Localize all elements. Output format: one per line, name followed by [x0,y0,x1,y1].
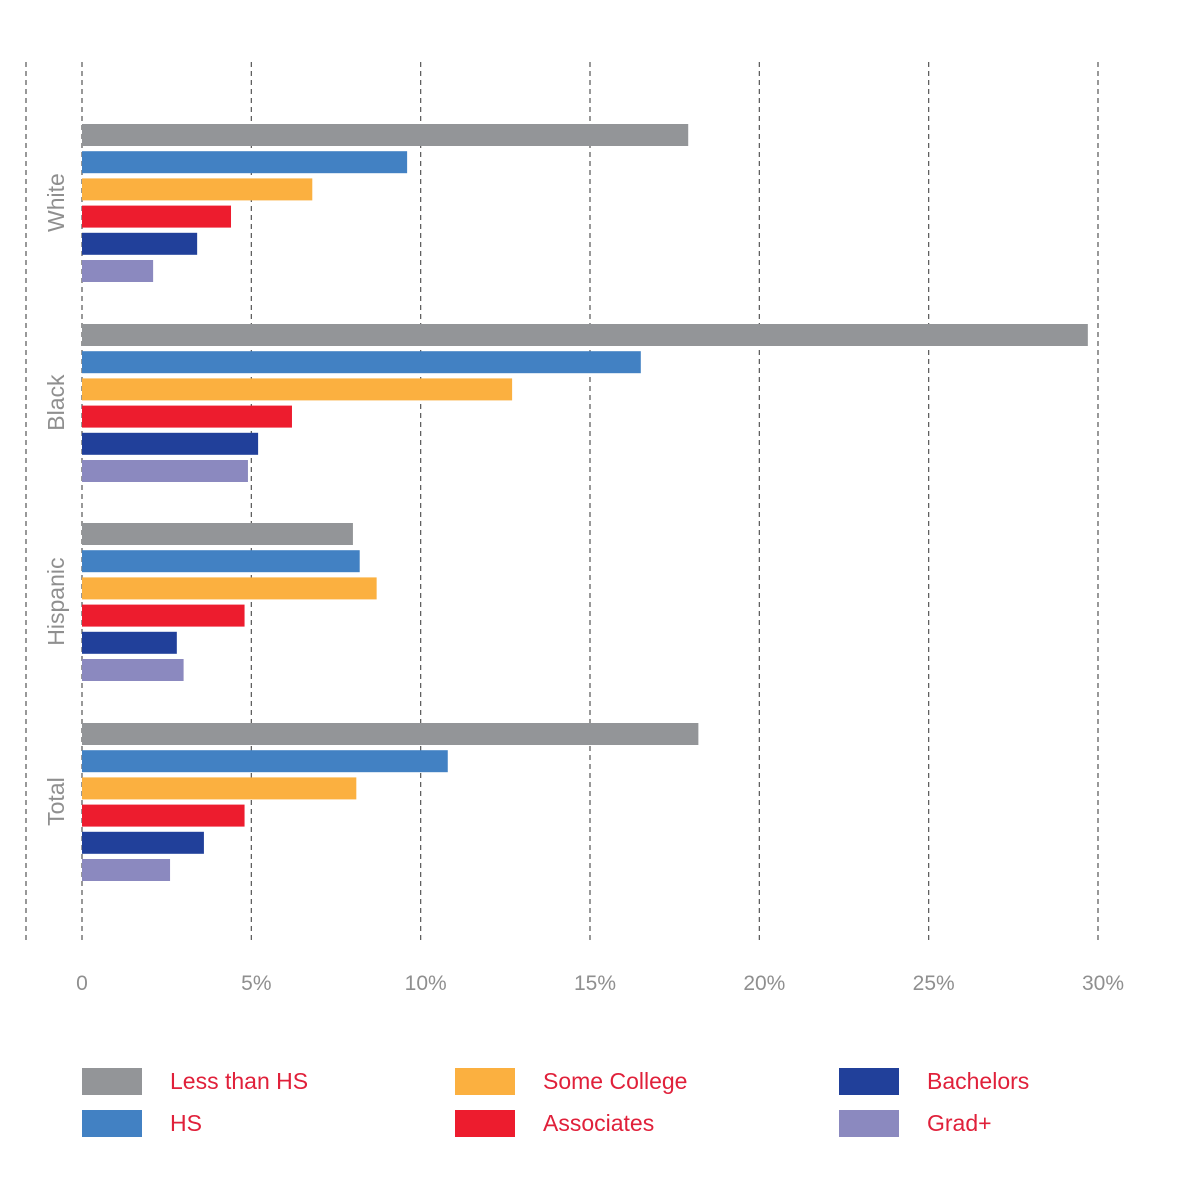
bar-total-5 [82,831,204,854]
bars [82,124,1088,881]
legend-label: Grad+ [927,1109,992,1136]
legend-item: Associates [455,1108,654,1138]
x-tick-label: 5% [241,972,271,995]
bar-black-3 [82,378,513,401]
bar-white-1 [82,124,689,146]
x-tick-label: 20% [743,972,785,995]
legend-swatch [839,1109,899,1137]
category-label-hispanic: Hispanic [43,557,69,645]
legend-swatch [455,1067,515,1095]
bar-hispanic-4 [82,604,245,627]
bar-total-2 [82,750,448,773]
bar-white-6 [82,260,154,282]
bar-hispanic-3 [82,577,377,600]
legend-label: Some College [543,1067,688,1094]
category-label-black: Black [43,374,69,431]
legend-item: Bachelors [839,1066,1029,1096]
legend: Less than HS HS Some College Associates Bach… [0,1060,1200,1160]
bar-white-3 [82,178,313,201]
bar-white-4 [82,205,232,228]
legend-swatch [839,1067,899,1095]
legend-item: Some College [455,1066,687,1096]
legend-item: Less than HS [82,1066,308,1096]
bar-total-1 [82,723,699,745]
category-labels: White Black Hispanic Total [43,173,69,826]
bar-chart: White Black Hispanic Total 0 5% 10% 15% 20% 25% 3… [25,62,1124,995]
category-label-total: Total [43,777,69,826]
x-tick-label: 30% [1082,972,1124,995]
legend-swatch [82,1109,142,1137]
legend-label: Bachelors [927,1067,1030,1094]
x-tick-label: 25% [913,972,955,995]
bar-white-5 [82,232,198,255]
bar-black-5 [82,432,259,455]
legend-swatch [82,1067,142,1095]
bar-white-2 [82,151,408,174]
bar-hispanic-5 [82,631,177,654]
legend-item: Grad+ [839,1108,992,1138]
legend-item: HS [82,1108,202,1138]
bar-hispanic-2 [82,550,360,573]
bar-black-2 [82,351,641,374]
x-axis-ticks: 0 5% 10% 15% 20% 25% 30% [76,972,1124,995]
category-label-white: White [43,173,69,232]
bar-total-3 [82,777,357,800]
bar-total-6 [82,859,171,881]
legend-label: HS [170,1109,202,1136]
x-tick-label: 15% [574,972,616,995]
x-tick-label: 0 [76,972,88,995]
bar-black-6 [82,460,248,482]
bar-hispanic-1 [82,523,353,545]
bar-black-4 [82,405,292,428]
bar-black-1 [82,324,1088,346]
legend-label: Associates [543,1109,655,1136]
bar-total-4 [82,804,245,827]
legend-swatch [455,1109,515,1137]
x-tick-label: 10% [405,972,447,995]
bar-hispanic-6 [82,659,184,681]
legend-label: Less than HS [170,1067,309,1094]
